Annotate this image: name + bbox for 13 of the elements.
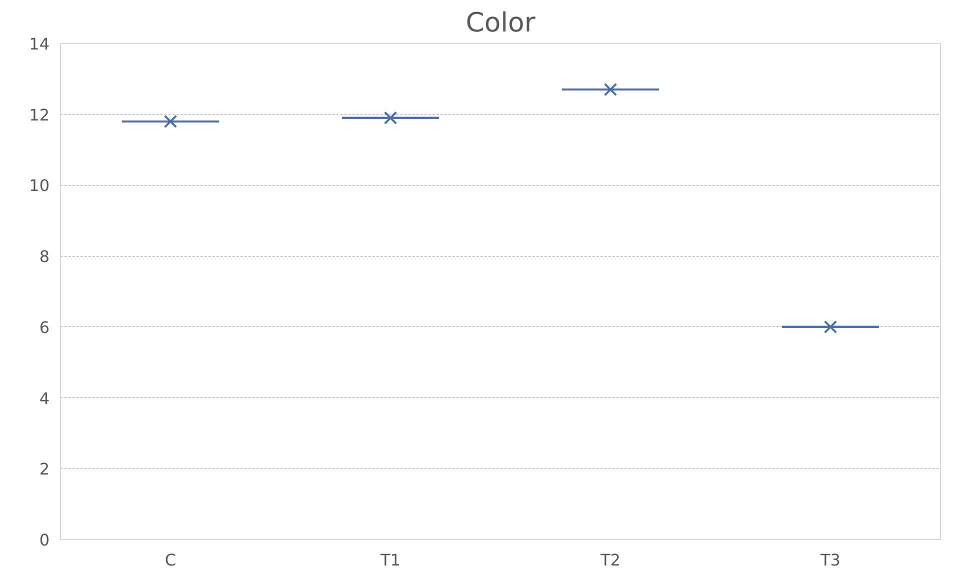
x-tick-label: T2 bbox=[600, 550, 620, 570]
y-tick-label: 12 bbox=[29, 105, 50, 124]
y-tick-label: 14 bbox=[29, 34, 50, 54]
x-tick-label: T3 bbox=[820, 550, 840, 570]
y-tick-label: 6 bbox=[39, 318, 50, 337]
y-tick-label: 0 bbox=[39, 530, 50, 550]
x-tick-label: C bbox=[164, 550, 176, 570]
y-tick-label: 8 bbox=[39, 247, 50, 266]
x-tick-label: T1 bbox=[380, 550, 400, 570]
chart-title: Color bbox=[466, 8, 536, 38]
y-tick-label: 2 bbox=[39, 460, 50, 479]
y-tick-label: 10 bbox=[29, 176, 50, 196]
y-tick-label: 4 bbox=[39, 388, 50, 408]
